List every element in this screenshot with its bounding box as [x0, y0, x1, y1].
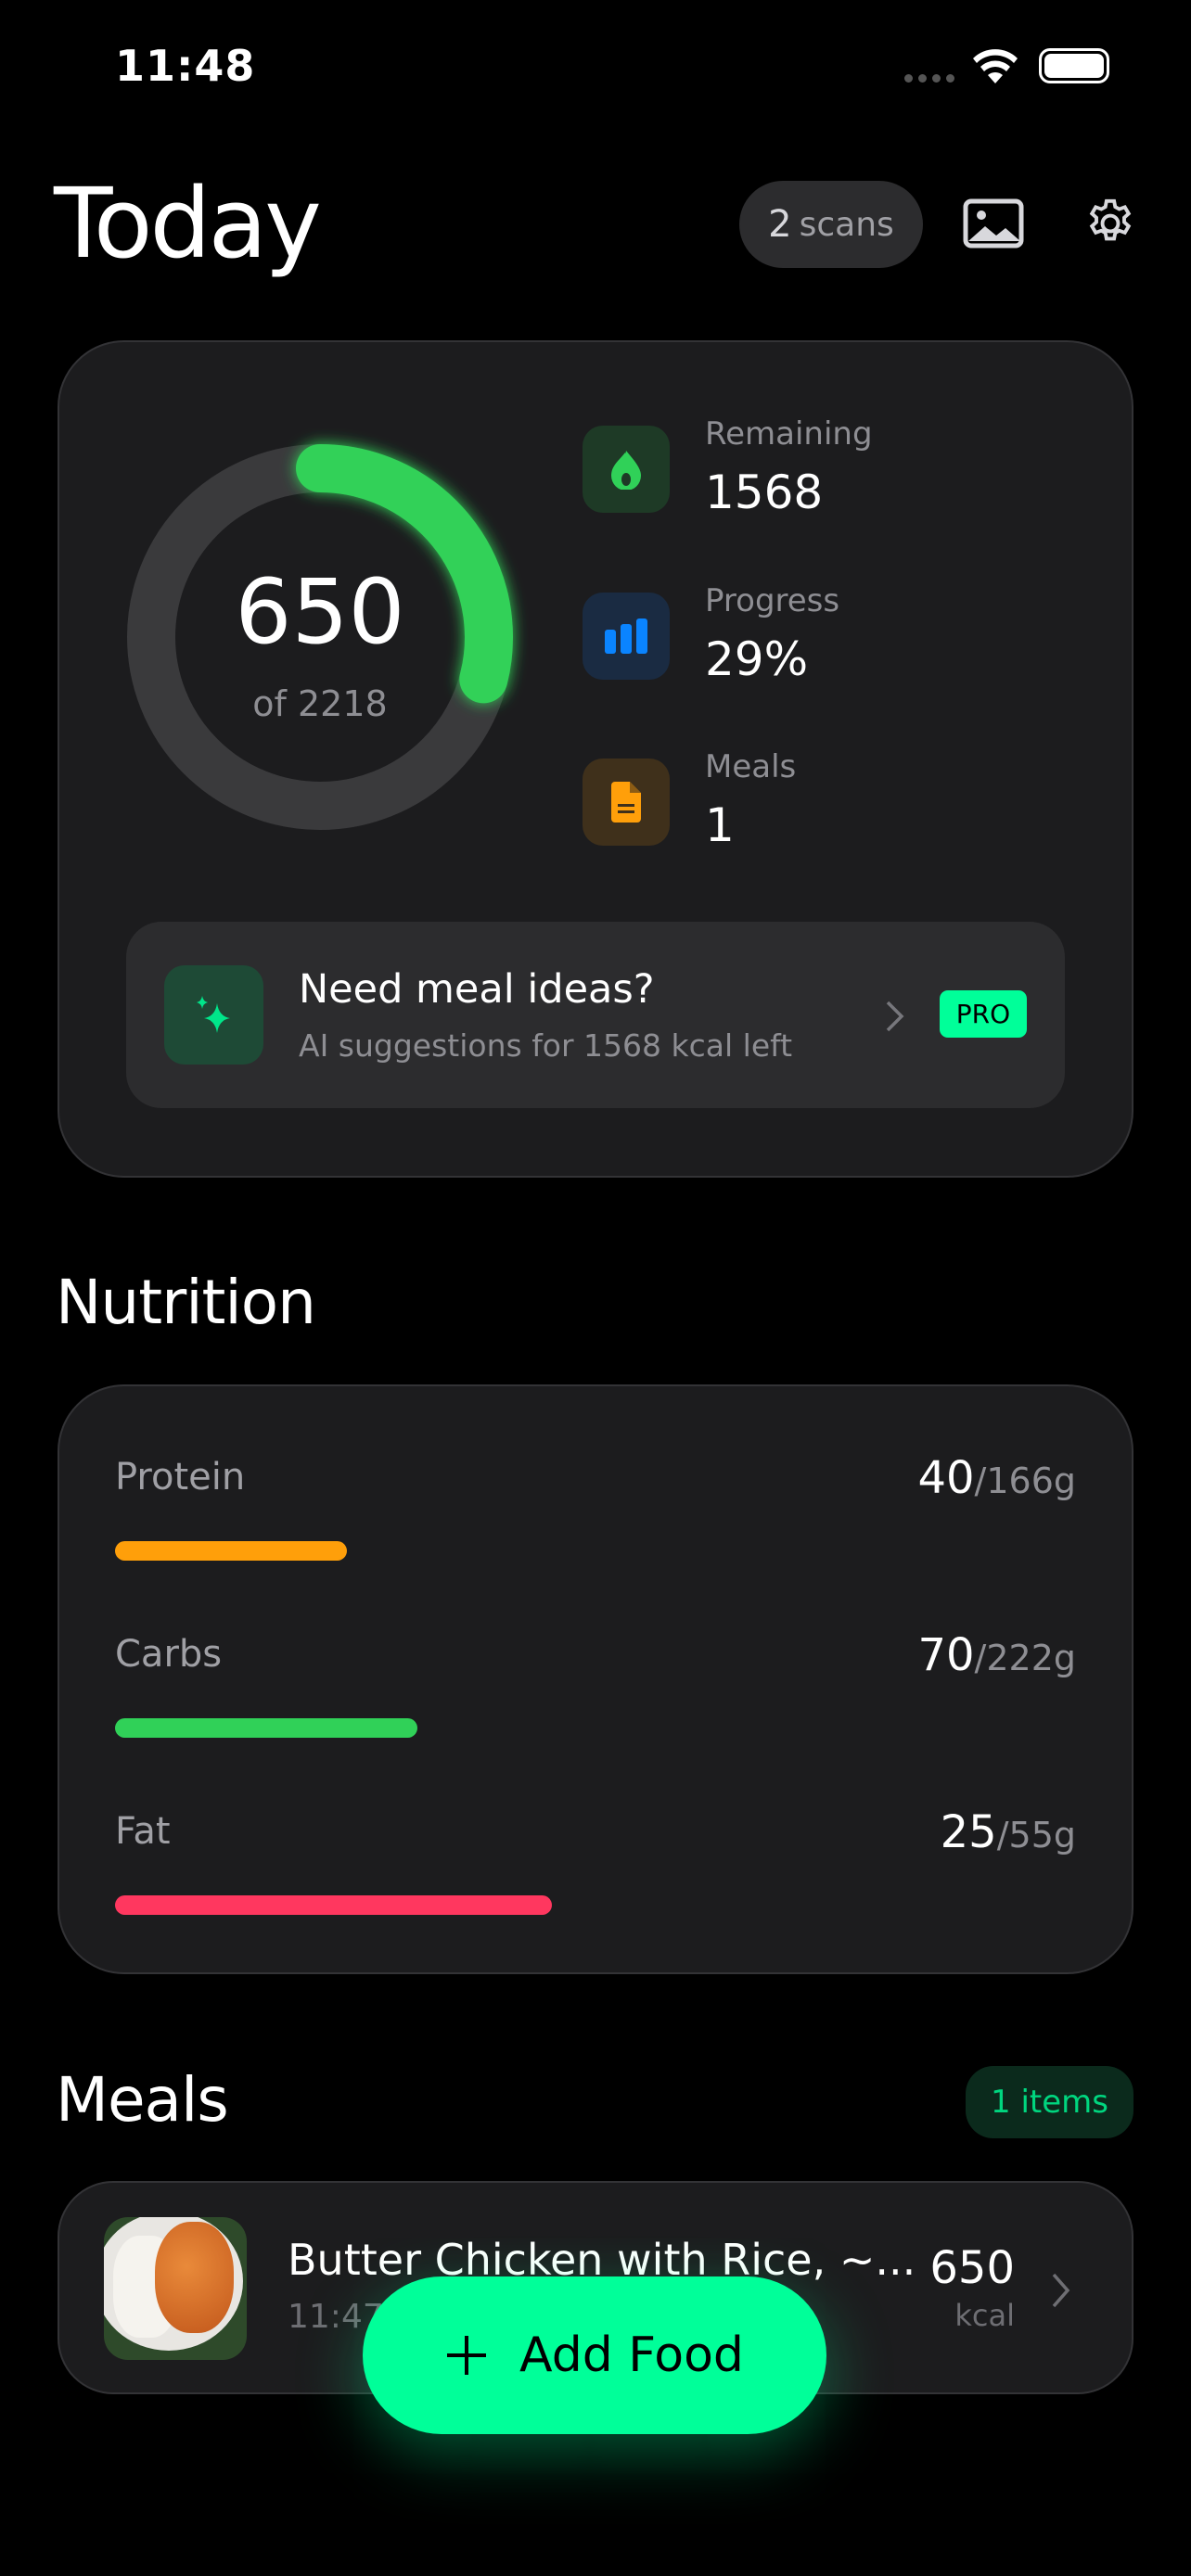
bar-chart-icon	[605, 618, 647, 654]
gear-icon[interactable]	[1083, 197, 1137, 250]
meals-heading: Meals	[56, 2064, 229, 2136]
meal-kcal: 650	[929, 2242, 1015, 2294]
progress-label: Progress	[705, 582, 840, 619]
nutrient-goal: /222g	[974, 1638, 1076, 1678]
meal-kcal-unit: kcal	[954, 2298, 1015, 2333]
scans-label: scans	[799, 205, 894, 244]
nutrient-label: Carbs	[115, 1633, 223, 1676]
cellular-icon	[904, 74, 954, 83]
progress-value: 29%	[705, 632, 809, 686]
nutrient-amount: 25	[940, 1806, 997, 1858]
add-food-button[interactable]: Add Food	[363, 2276, 826, 2434]
nutrient-goal: /55g	[996, 1815, 1076, 1855]
chevron-right-icon	[1052, 2273, 1070, 2308]
nutrient-label: Protein	[115, 1456, 246, 1498]
plus-icon	[447, 2336, 487, 2375]
progress-icon-box	[583, 593, 670, 680]
nutrient-amount: 70	[917, 1629, 975, 1681]
add-food-label: Add Food	[519, 2327, 744, 2383]
page-title: Today	[54, 167, 322, 280]
nutrient-value: 25/55g	[941, 1806, 1076, 1858]
chevron-right-icon	[886, 1001, 904, 1032]
nutrient-progress-bar	[115, 1541, 347, 1561]
image-icon[interactable]	[963, 198, 1024, 249]
sparkle-icon	[196, 995, 230, 1033]
banner-subtitle: AI suggestions for 1568 kcal left	[299, 1027, 793, 1064]
nutrient-goal: /166g	[974, 1460, 1076, 1501]
calories-consumed: 650	[235, 560, 405, 664]
scans-pill[interactable]: 2 scans	[739, 181, 923, 268]
wifi-icon	[973, 49, 1018, 83]
calorie-goal: of 2218	[252, 683, 388, 724]
ring-progress	[127, 444, 513, 830]
nutrient-value: 70/222g	[917, 1629, 1076, 1681]
scans-count: 2	[768, 203, 792, 246]
sparkle-icon-box	[164, 965, 263, 1065]
banner-title: Need meal ideas?	[299, 966, 655, 1013]
flame-icon	[611, 451, 641, 490]
nutrient-progress-bar	[115, 1718, 417, 1738]
nutrition-heading: Nutrition	[56, 1267, 316, 1338]
remaining-icon-box	[583, 426, 670, 513]
meals-value: 1	[705, 798, 735, 852]
meal-ideas-banner[interactable]	[126, 922, 1065, 1108]
remaining-label: Remaining	[705, 415, 873, 453]
nutrient-progress-bar	[115, 1895, 552, 1915]
meals-label: Meals	[705, 748, 797, 785]
remaining-value: 1568	[705, 465, 824, 519]
battery-icon	[1039, 48, 1109, 83]
status-time: 11:48	[115, 41, 256, 91]
nutrient-value: 40/166g	[917, 1452, 1076, 1504]
pro-badge: PRO	[940, 990, 1027, 1038]
nutrient-amount: 40	[917, 1452, 975, 1504]
nutrition-card	[58, 1384, 1133, 1974]
meals-icon-box	[583, 759, 670, 846]
nutrient-label: Fat	[115, 1810, 171, 1853]
meals-count-badge: 1 items	[966, 2066, 1133, 2138]
meal-photo	[104, 2217, 247, 2360]
document-icon	[611, 782, 641, 823]
calorie-ring	[127, 444, 513, 830]
